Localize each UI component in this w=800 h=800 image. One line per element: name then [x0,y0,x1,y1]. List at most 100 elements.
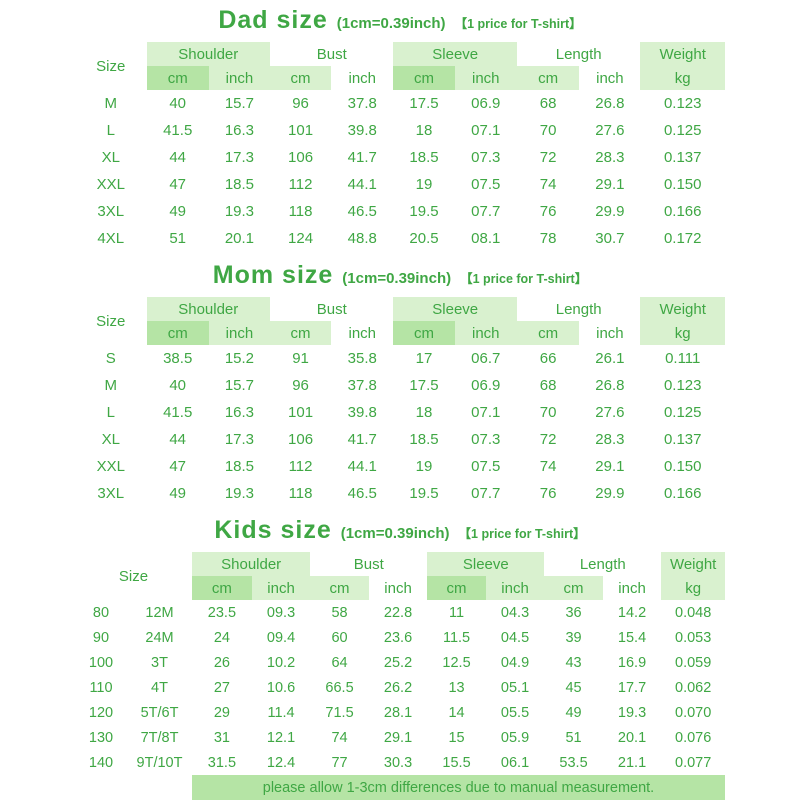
value-cell: 66.5 [325,679,354,696]
value-cell: 07.1 [471,404,501,421]
value-cell: 0.123 [663,95,702,112]
value-cell: 07.3 [471,431,501,448]
value-cell: 53.5 [559,754,588,771]
unit-conversion-note: (1cm=0.39inch) [336,15,446,32]
value-cell: 96 [292,377,309,394]
value-cell: 06.1 [500,754,530,771]
unit-header: cm [146,66,209,90]
unit-header: cm [516,321,580,345]
value-cell: 45 [565,679,582,696]
mom-size-table: Size Shoulder Bust Sleeve Length Weight cm inch… [75,297,725,507]
value-cell: 20.1 [617,729,647,746]
size-column-header: Size [96,312,126,330]
value-cell: 72 [539,149,557,166]
unit-header: inch [485,576,545,600]
value-cell: 19.5 [409,485,439,502]
value-cell: 39.8 [347,404,377,421]
value-cell: 41.5 [163,404,193,421]
group-header-sleeve: Sleeve [427,552,545,576]
value-cell: 96 [292,95,309,112]
unit-header: cm [427,576,486,600]
value-cell: 36 [565,604,582,621]
value-cell: 68 [539,95,557,112]
value-cell: 07.7 [471,203,501,220]
header-row-units: cm inch cm inch cm inch cm inch kg [75,321,725,345]
size-row: 4XL 51 20.1 124 48.8 20.5 08.1 78 30.7 0.172 [75,225,725,252]
value-cell: 29 [213,704,230,721]
value-cell: 12.5 [442,654,471,671]
size-cell: 3XL [97,485,125,502]
size-row: 3XL 49 19.3 118 46.5 19.5 07.7 76 29.9 0.166 [75,198,725,225]
size-row: S 38.5 15.2 91 35.8 17 06.7 66 26.1 0.111 [75,345,725,372]
unit-header: inch [618,579,646,597]
value-cell: 60 [331,629,348,646]
group-header-weight: Weight [640,42,725,66]
value-cell: 29.1 [383,729,413,746]
unit-header: inch [596,69,624,87]
value-cell: 47 [169,458,187,475]
unit-conversion-note: (1cm=0.39inch) [342,270,452,287]
value-cell: 19 [415,458,433,475]
value-cell: 22.8 [383,604,413,621]
value-cell: 27 [213,679,230,696]
kids-title-row: Kids size (1cm=0.39inch) 【1 price for T-… [75,516,725,552]
size-cell: L [106,122,115,139]
value-cell: 0.137 [663,149,702,166]
unit-header: cm [393,321,455,345]
size-row: 100 3T 26 10.2 64 25.2 12.5 04.9 43 16.9 0.059 [75,650,725,675]
unit-header: inch [454,66,517,90]
footer-row: please allow 1-3cm differences due to ma… [75,775,725,800]
size-row: 90 24M 24 09.4 60 23.6 11.5 04.5 39 15.4 0.053 [75,625,725,650]
value-cell: 06.9 [471,377,501,394]
unit-header: kg [640,66,725,90]
size-cell: L [106,404,115,421]
size-cell: 90 [92,629,110,646]
value-cell: 37.8 [347,95,377,112]
unit-header: inch [348,324,377,342]
value-cell: 05.9 [500,729,530,746]
value-cell: 07.1 [471,122,501,139]
value-cell: 70 [539,404,557,421]
value-cell: 25.2 [383,654,413,671]
value-cell: 49 [169,203,187,220]
value-cell: 47 [169,176,187,193]
value-cell: 19.5 [409,203,439,220]
value-cell: 41.5 [163,122,193,139]
group-header-shoulder: Shoulder [192,552,311,576]
value-cell: 15.7 [224,377,255,394]
size-cell: 4T [151,679,168,696]
value-cell: 0.137 [663,431,702,448]
value-cell: 39.8 [347,122,377,139]
value-cell: 26 [213,654,230,671]
value-cell: 18 [415,122,433,139]
value-cell: 31 [213,729,230,746]
value-cell: 17.3 [224,149,255,166]
value-cell: 0.150 [663,176,702,193]
mom-size-section: Mom size (1cm=0.39inch) 【1 price for T-s… [75,261,725,507]
value-cell: 15.2 [224,350,255,367]
value-cell: 35.8 [347,350,377,367]
value-cell: 12.1 [266,729,296,746]
value-cell: 13 [448,679,465,696]
unit-header: inch [384,579,412,597]
value-cell: 30.3 [383,754,413,771]
value-cell: 21.1 [617,754,647,771]
value-cell: 74 [539,176,557,193]
value-cell: 39 [565,629,582,646]
size-cell: M [104,377,118,394]
value-cell: 72 [539,431,557,448]
value-cell: 15.5 [442,754,471,771]
value-cell: 11.4 [267,704,295,721]
value-cell: 06.7 [471,350,501,367]
value-cell: 49 [565,704,582,721]
measurement-note: please allow 1-3cm differences due to ma… [192,775,725,800]
size-row: XL 44 17.3 106 41.7 18.5 07.3 72 28.3 0.137 [75,144,725,171]
header-row-units: cm inch cm inch cm inch cm inch kg [75,66,725,90]
value-cell: 44 [169,431,187,448]
kids-size-table: Size Shoulder Bust Sleeve Length Weight cm inch… [75,552,725,800]
value-cell: 17.7 [617,679,647,696]
value-cell: 18.5 [224,458,255,475]
table-body: 80 12M 23.5 09.3 58 22.8 11 04.3 36 14.2 0.048 90 24… [75,600,725,800]
size-row: XXL 47 18.5 112 44.1 19 07.5 74 29.1 0.150 [75,171,725,198]
value-cell: 48.8 [347,230,377,247]
